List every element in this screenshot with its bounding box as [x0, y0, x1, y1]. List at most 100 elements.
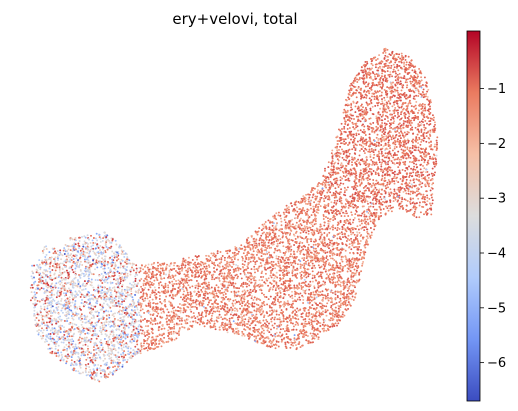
- scatter-point: [198, 262, 201, 265]
- scatter-point: [342, 138, 345, 141]
- scatter-point: [302, 302, 305, 304]
- scatter-point: [368, 97, 371, 100]
- scatter-point: [425, 140, 428, 143]
- scatter-point: [41, 316, 44, 319]
- scatter-point: [357, 109, 360, 112]
- scatter-point: [259, 299, 262, 302]
- scatter-point: [399, 57, 402, 60]
- scatter-point: [54, 269, 57, 272]
- scatter-point: [428, 145, 431, 148]
- scatter-point: [269, 310, 271, 312]
- scatter-point: [234, 267, 237, 270]
- scatter-point: [363, 229, 366, 232]
- scatter-point: [310, 214, 313, 217]
- scatter-point: [403, 162, 406, 164]
- scatter-point: [87, 243, 89, 245]
- scatter-point: [333, 234, 335, 237]
- scatter-point: [46, 263, 49, 266]
- scatter-point: [302, 318, 305, 321]
- scatter-point: [220, 283, 223, 286]
- scatter-point: [291, 255, 294, 258]
- scatter-point: [435, 160, 438, 163]
- scatter-point: [255, 238, 258, 241]
- scatter-point: [220, 301, 223, 304]
- scatter-point: [296, 284, 298, 287]
- scatter-point: [57, 287, 60, 289]
- scatter-point: [126, 274, 129, 277]
- scatter-point: [149, 293, 152, 296]
- scatter-point: [192, 266, 195, 269]
- scatter-point: [433, 145, 436, 148]
- scatter-point: [155, 342, 158, 345]
- scatter-point: [418, 175, 421, 178]
- scatter-point: [115, 328, 118, 331]
- scatter-point: [114, 338, 117, 341]
- scatter-point: [361, 195, 364, 198]
- scatter-point: [181, 280, 184, 283]
- scatter-point: [58, 318, 61, 321]
- scatter-point: [309, 332, 312, 335]
- scatter-point: [114, 354, 117, 357]
- scatter-point: [73, 284, 76, 287]
- scatter-point: [384, 184, 387, 187]
- scatter-point: [39, 311, 42, 314]
- scatter-point: [422, 139, 425, 142]
- scatter-point: [286, 222, 289, 225]
- scatter-point: [368, 92, 371, 95]
- scatter-point: [433, 125, 436, 128]
- scatter-point: [314, 238, 317, 241]
- scatter-point: [209, 271, 212, 274]
- scatter-point: [396, 176, 398, 179]
- scatter-point: [317, 183, 319, 186]
- scatter-point: [59, 331, 62, 334]
- scatter-point: [82, 348, 85, 351]
- scatter-point: [383, 177, 386, 179]
- scatter-point: [104, 291, 107, 294]
- scatter-point: [68, 267, 71, 270]
- scatter-point: [246, 282, 249, 285]
- scatter-point: [252, 319, 255, 322]
- scatter-point: [267, 235, 270, 238]
- scatter-point: [67, 317, 70, 320]
- scatter-point: [78, 336, 81, 339]
- scatter-point: [260, 252, 263, 254]
- scatter-point: [344, 212, 347, 215]
- scatter-point: [411, 144, 414, 147]
- scatter-point: [387, 178, 390, 181]
- scatter-point: [60, 353, 63, 356]
- scatter-point: [390, 206, 393, 209]
- scatter-point: [310, 307, 313, 309]
- scatter-point: [118, 328, 121, 331]
- scatter-point: [243, 295, 246, 298]
- scatter-point: [168, 326, 171, 329]
- scatter-point: [339, 169, 342, 172]
- scatter-point: [147, 304, 150, 307]
- scatter-point: [340, 209, 343, 212]
- scatter-point: [173, 264, 175, 267]
- scatter-point: [366, 218, 369, 221]
- scatter-point: [315, 306, 318, 309]
- scatter-point: [387, 74, 390, 76]
- scatter-point: [237, 275, 239, 278]
- scatter-point: [261, 232, 264, 235]
- scatter-point: [90, 273, 93, 275]
- scatter-point: [290, 321, 292, 324]
- scatter-point: [63, 329, 66, 332]
- scatter-point: [400, 52, 403, 55]
- scatter-point: [173, 323, 176, 326]
- scatter-point: [266, 320, 269, 323]
- scatter-point: [136, 269, 138, 272]
- scatter-point: [421, 103, 424, 105]
- scatter-point: [336, 199, 339, 202]
- scatter-point: [410, 75, 413, 78]
- scatter-point: [396, 73, 399, 76]
- scatter-point: [290, 343, 293, 346]
- scatter-point: [365, 138, 367, 141]
- scatter-point: [307, 259, 309, 262]
- scatter-point: [283, 218, 286, 221]
- scatter-point: [144, 283, 147, 286]
- scatter-point: [246, 253, 249, 256]
- scatter-point: [375, 200, 378, 203]
- scatter-point: [100, 331, 103, 334]
- scatter-point: [215, 299, 218, 301]
